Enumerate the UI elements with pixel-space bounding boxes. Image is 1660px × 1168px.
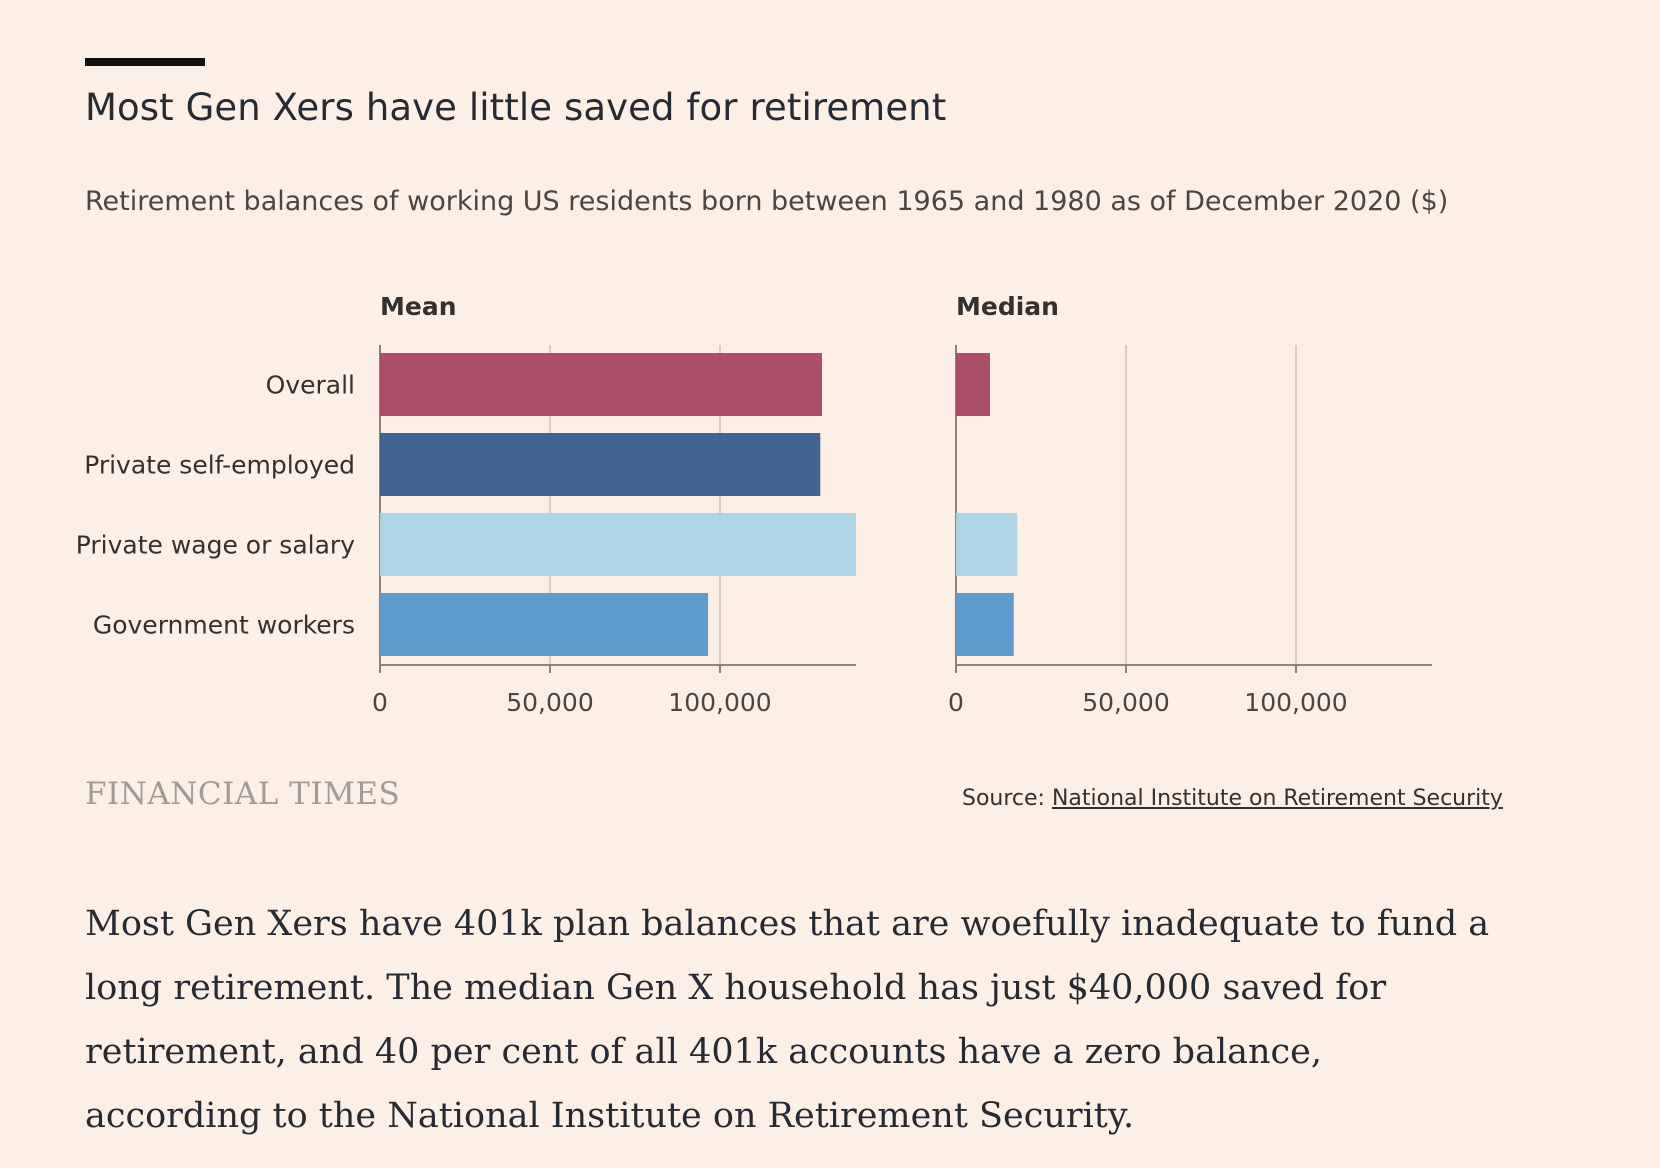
tick-label: 0 [948, 688, 964, 717]
article-paragraph: Most Gen Xers have 401k plan balances th… [85, 904, 1490, 1136]
title-rule [85, 58, 205, 66]
bar-mean-government-workers [380, 593, 709, 656]
source-link[interactable]: National Institute on Retirement Securit… [1051, 786, 1503, 811]
tick-label: 50,000 [506, 688, 593, 717]
tick-label: 0 [372, 688, 388, 717]
panel-title-mean: Mean [380, 292, 457, 321]
bar-median-government-workers [956, 593, 1014, 656]
tick-label: 100,000 [1244, 688, 1347, 717]
source-line: Source: National Institute on Retirement… [962, 786, 1503, 811]
tick-label: 100,000 [668, 688, 771, 717]
category-label-private-self-employed: Private self-employed [84, 451, 355, 480]
tick-label: 50,000 [1082, 688, 1169, 717]
chart-subtitle: Retirement balances of working US reside… [85, 186, 1449, 217]
category-label-overall: Overall [266, 371, 355, 400]
chart-title: Most Gen Xers have little saved for reti… [85, 86, 947, 129]
category-label-government-workers: Government workers [93, 611, 355, 640]
bar-median-private-wage-or-salary [956, 513, 1018, 576]
bar-mean-overall [380, 353, 822, 416]
panel-title-median: Median [956, 292, 1059, 321]
bar-chart: Mean 0 50,000 100,000 Median 0 50,000 100,000 Ov… [76, 292, 1432, 717]
ft-logo: FINANCIAL TIMES [85, 776, 401, 812]
bar-mean-private-self-employed [380, 433, 821, 496]
bar-median-overall [956, 353, 990, 416]
category-label-private-wage-or-salary: Private wage or salary [76, 531, 355, 560]
source-prefix: Source: [962, 786, 1052, 811]
bar-mean-private-wage-or-salary [380, 513, 856, 576]
